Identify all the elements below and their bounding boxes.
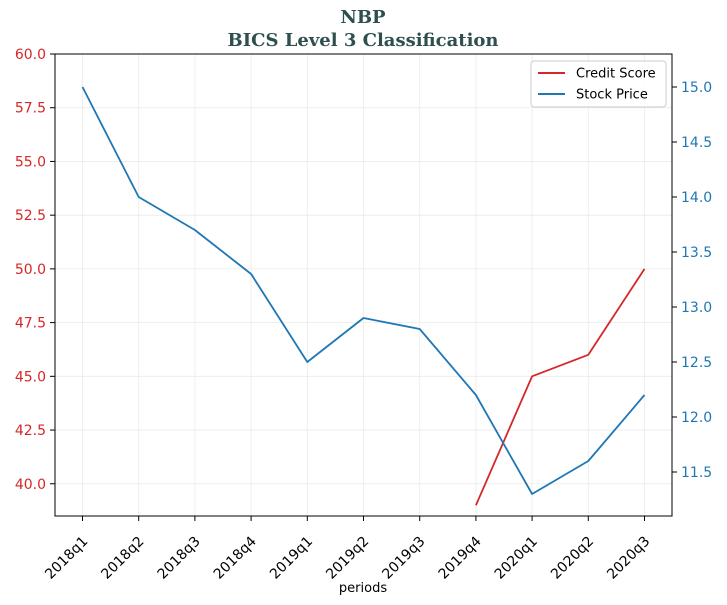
right-tick-label: 12.0: [681, 410, 712, 426]
right-tick-label: 11.5: [681, 465, 712, 481]
left-tick-label: 40.0: [15, 477, 46, 493]
x-tick-label: 2019q3: [379, 534, 428, 583]
chart-subtitle: BICS Level 3 Classification: [227, 30, 498, 51]
left-axis: 40.0 42.5 45.0 47.5 50.0 52.5 55.0 57.5 60.0: [15, 47, 55, 493]
grid: [55, 53, 672, 516]
x-tick-label: 2020q1: [492, 534, 541, 583]
right-tick-label: 13.5: [681, 245, 712, 261]
x-axis-label: periods: [339, 581, 387, 596]
legend-label-credit-score: Credit Score: [576, 67, 656, 82]
x-tick-label: 2020q3: [604, 534, 653, 583]
right-tick-label: 14.5: [681, 135, 712, 151]
right-axis: 11.5 12.0 12.5 13.0 13.5 14.0 14.5 15.0: [672, 80, 712, 481]
x-tick-label: 2018q2: [98, 534, 147, 583]
right-tick-label: 12.5: [681, 355, 712, 371]
left-tick-label: 57.5: [15, 101, 46, 117]
x-tick-label: 2020q2: [548, 534, 597, 583]
left-tick-label: 60.0: [15, 47, 46, 63]
left-tick-label: 45.0: [15, 369, 46, 385]
x-tick-label: 2018q3: [155, 534, 204, 583]
legend-label-stock-price: Stock Price: [576, 88, 648, 103]
right-tick-label: 15.0: [681, 80, 712, 96]
x-tick-label: 2018q4: [211, 533, 260, 582]
series-line-credit-score: [475, 268, 646, 506]
x-tick-label: 2018q1: [42, 534, 91, 583]
legend: Credit Score Stock Price: [530, 60, 667, 108]
x-axis: 2018q1 2018q2 2018q3 2018q4 2019q1 2019q2 2019…: [42, 516, 653, 583]
series-lines: [81, 86, 646, 506]
left-tick-label: 52.5: [15, 208, 46, 224]
chart-title: NBP: [340, 7, 386, 28]
left-tick-label: 47.5: [15, 316, 46, 332]
x-tick-label: 2019q2: [323, 534, 372, 583]
left-tick-label: 50.0: [15, 262, 46, 278]
left-tick-label: 55.0: [15, 154, 46, 170]
x-tick-label: 2019q1: [267, 534, 316, 583]
series-line-stock-price: [81, 86, 646, 495]
x-tick-label: 2019q4: [436, 533, 485, 582]
right-tick-label: 14.0: [681, 190, 712, 206]
right-tick-label: 13.0: [681, 300, 712, 316]
left-tick-label: 42.5: [15, 423, 46, 439]
